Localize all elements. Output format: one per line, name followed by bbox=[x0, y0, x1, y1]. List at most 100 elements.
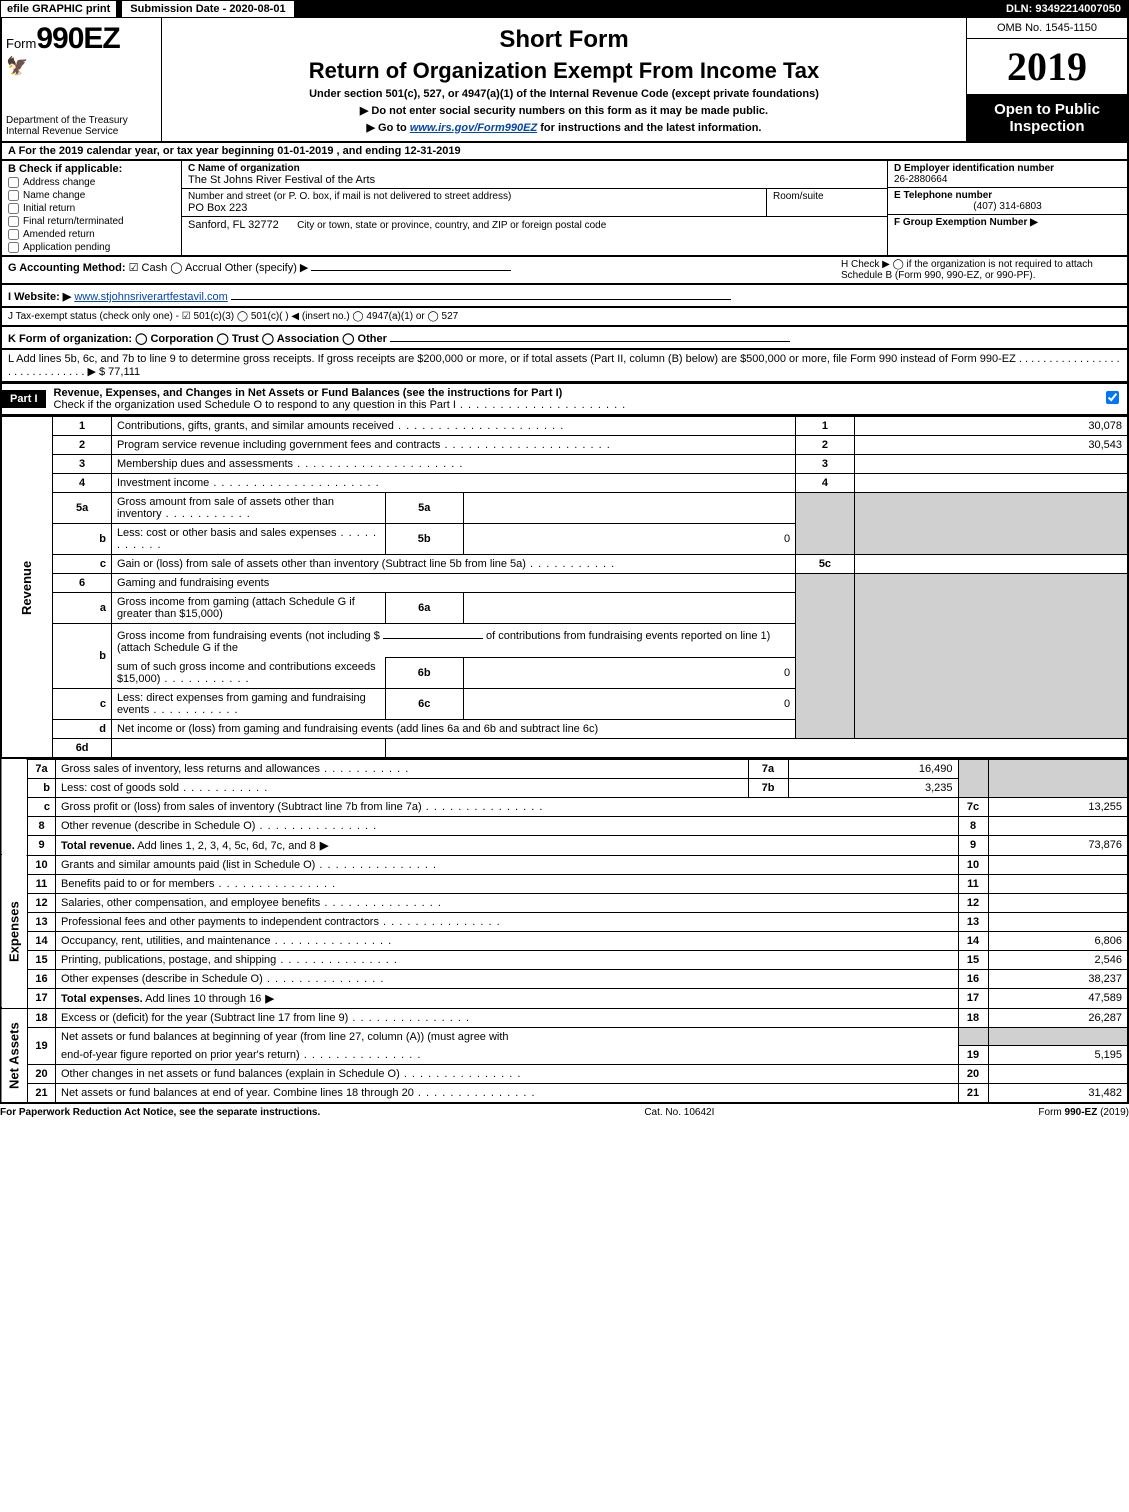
room-suite: Room/suite bbox=[767, 189, 887, 216]
checkbox-icon[interactable] bbox=[8, 229, 19, 240]
form-prefix: Form bbox=[6, 36, 36, 51]
goto-pre: ▶ Go to bbox=[367, 122, 410, 134]
lnum: 7a bbox=[28, 759, 56, 778]
row-i-website: I Website: ▶ www.stjohnsriverartfestavil… bbox=[0, 285, 1129, 308]
line-1: Revenue 1 Contributions, gifts, grants, … bbox=[1, 417, 1128, 436]
line-2: 2 Program service revenue including gove… bbox=[1, 436, 1128, 455]
desc: Gross profit or (loss) from sales of inv… bbox=[56, 797, 959, 816]
box-v: 5,195 bbox=[988, 1046, 1128, 1065]
g-accounting: G Accounting Method: ☑ Cash ◯ Accrual Ot… bbox=[8, 259, 811, 274]
line-15: 15 Printing, publications, postage, and … bbox=[1, 950, 1128, 969]
part1-table: Revenue 1 Contributions, gifts, grants, … bbox=[0, 416, 1129, 759]
sub-val bbox=[463, 493, 795, 524]
dept-line1: Department of the Treasury bbox=[6, 115, 157, 126]
line-6d-final: 6d bbox=[1, 738, 1128, 758]
desc: Salaries, other compensation, and employ… bbox=[56, 893, 959, 912]
chk-pending[interactable]: Application pending bbox=[8, 242, 175, 253]
lnum: 8 bbox=[28, 816, 56, 835]
desc: Less: direct expenses from gaming and fu… bbox=[111, 688, 385, 719]
desc: Grants and similar amounts paid (list in… bbox=[56, 855, 959, 874]
shade bbox=[854, 493, 1128, 555]
chk-label: Name change bbox=[23, 190, 85, 201]
desc: Investment income bbox=[111, 474, 795, 493]
addr-label: Number and street (or P. O. box, if mail… bbox=[188, 191, 760, 202]
e-label: E Telephone number bbox=[894, 190, 1121, 201]
line-4: 4 Investment income 4 bbox=[1, 474, 1128, 493]
line-5a: 5a Gross amount from sale of assets othe… bbox=[1, 493, 1128, 524]
ein-value: 26-2880664 bbox=[894, 174, 1121, 185]
top-bar: efile GRAPHIC print Submission Date - 20… bbox=[0, 0, 1129, 18]
desc: Gross sales of inventory, less returns a… bbox=[56, 759, 749, 778]
desc: Excess or (deficit) for the year (Subtra… bbox=[56, 1008, 959, 1027]
sub-col: 7b bbox=[748, 778, 788, 797]
box-v bbox=[988, 893, 1128, 912]
part1-title-text: Revenue, Expenses, and Changes in Net As… bbox=[54, 387, 563, 399]
expenses-side-label: Expenses bbox=[1, 855, 28, 1008]
lnum: 16 bbox=[28, 969, 56, 988]
shade bbox=[958, 759, 988, 797]
sub-val: 16,490 bbox=[788, 759, 958, 778]
chk-label: Address change bbox=[23, 177, 95, 188]
box-n: 19 bbox=[958, 1046, 988, 1065]
website-link[interactable]: www.stjohnsriverartfestavil.com bbox=[74, 291, 227, 303]
lnum: 10 bbox=[28, 855, 56, 874]
tax-year: 2019 bbox=[967, 39, 1127, 95]
g-opts: ☑ Cash ◯ Accrual Other (specify) ▶ bbox=[129, 262, 309, 274]
col-b-checkboxes: B Check if applicable: Address change Na… bbox=[2, 161, 182, 255]
chk-amended[interactable]: Amended return bbox=[8, 229, 175, 240]
part1-title: Revenue, Expenses, and Changes in Net As… bbox=[46, 384, 1106, 414]
desc: Gaming and fundraising events bbox=[111, 574, 795, 593]
line-7c: c Gross profit or (loss) from sales of i… bbox=[1, 797, 1128, 816]
return-title: Return of Organization Exempt From Incom… bbox=[172, 58, 956, 84]
k-blank bbox=[390, 330, 790, 342]
lnum: b bbox=[53, 524, 112, 555]
footer-mid: Cat. No. 10642I bbox=[644, 1107, 714, 1118]
sub-col: 7a bbox=[748, 759, 788, 778]
desc: Other revenue (describe in Schedule O) bbox=[56, 816, 959, 835]
d1: Gross income from fundraising events (no… bbox=[117, 630, 380, 642]
checkbox-icon[interactable] bbox=[1106, 391, 1119, 404]
box-n: 2 bbox=[796, 436, 855, 455]
checkbox-icon[interactable] bbox=[8, 216, 19, 227]
shade bbox=[988, 1027, 1128, 1046]
part1-checkbox[interactable] bbox=[1106, 391, 1127, 407]
addr-value: PO Box 223 bbox=[188, 202, 760, 214]
checkbox-icon[interactable] bbox=[8, 190, 19, 201]
total-rev: Total revenue. bbox=[61, 840, 135, 852]
checkbox-icon[interactable] bbox=[8, 242, 19, 253]
do-not-enter: ▶ Do not enter social security numbers o… bbox=[172, 104, 956, 117]
lnum: 13 bbox=[28, 912, 56, 931]
box-v bbox=[854, 455, 1128, 474]
box-n: 3 bbox=[796, 455, 855, 474]
shade bbox=[796, 574, 855, 739]
chk-name-change[interactable]: Name change bbox=[8, 190, 175, 201]
address-left: Number and street (or P. O. box, if mail… bbox=[182, 189, 767, 216]
box-v bbox=[988, 816, 1128, 835]
lnum: 3 bbox=[53, 455, 112, 474]
box-n: 5c bbox=[796, 555, 855, 574]
g-blank bbox=[311, 259, 511, 271]
col-c-orginfo: C Name of organization The St Johns Rive… bbox=[182, 161, 887, 255]
checkbox-icon[interactable] bbox=[8, 177, 19, 188]
checkbox-icon[interactable] bbox=[8, 203, 19, 214]
chk-address-change[interactable]: Address change bbox=[8, 177, 175, 188]
box-address: Number and street (or P. O. box, if mail… bbox=[182, 189, 887, 217]
box-n: 14 bbox=[958, 931, 988, 950]
chk-final-return[interactable]: Final return/terminated bbox=[8, 216, 175, 227]
shade bbox=[854, 574, 1128, 739]
open-to-public: Open to Public Inspection bbox=[967, 95, 1127, 141]
lnum: 9 bbox=[28, 835, 56, 855]
desc: Benefits paid to or for members bbox=[56, 874, 959, 893]
desc: Occupancy, rent, utilities, and maintena… bbox=[56, 931, 959, 950]
revenue-side-label: Revenue bbox=[1, 417, 53, 758]
desc: Membership dues and assessments bbox=[111, 455, 795, 474]
chk-initial-return[interactable]: Initial return bbox=[8, 203, 175, 214]
line-12: 12 Salaries, other compensation, and emp… bbox=[1, 893, 1128, 912]
lnum: 19 bbox=[28, 1027, 56, 1065]
lnum: 21 bbox=[28, 1084, 56, 1104]
lnum: 20 bbox=[28, 1065, 56, 1084]
row-gh: G Accounting Method: ☑ Cash ◯ Accrual Ot… bbox=[0, 257, 1129, 285]
header-right: OMB No. 1545-1150 2019 Open to Public In… bbox=[967, 18, 1127, 141]
irs-link[interactable]: www.irs.gov/Form990EZ bbox=[410, 122, 537, 134]
line-16: 16 Other expenses (describe in Schedule … bbox=[1, 969, 1128, 988]
